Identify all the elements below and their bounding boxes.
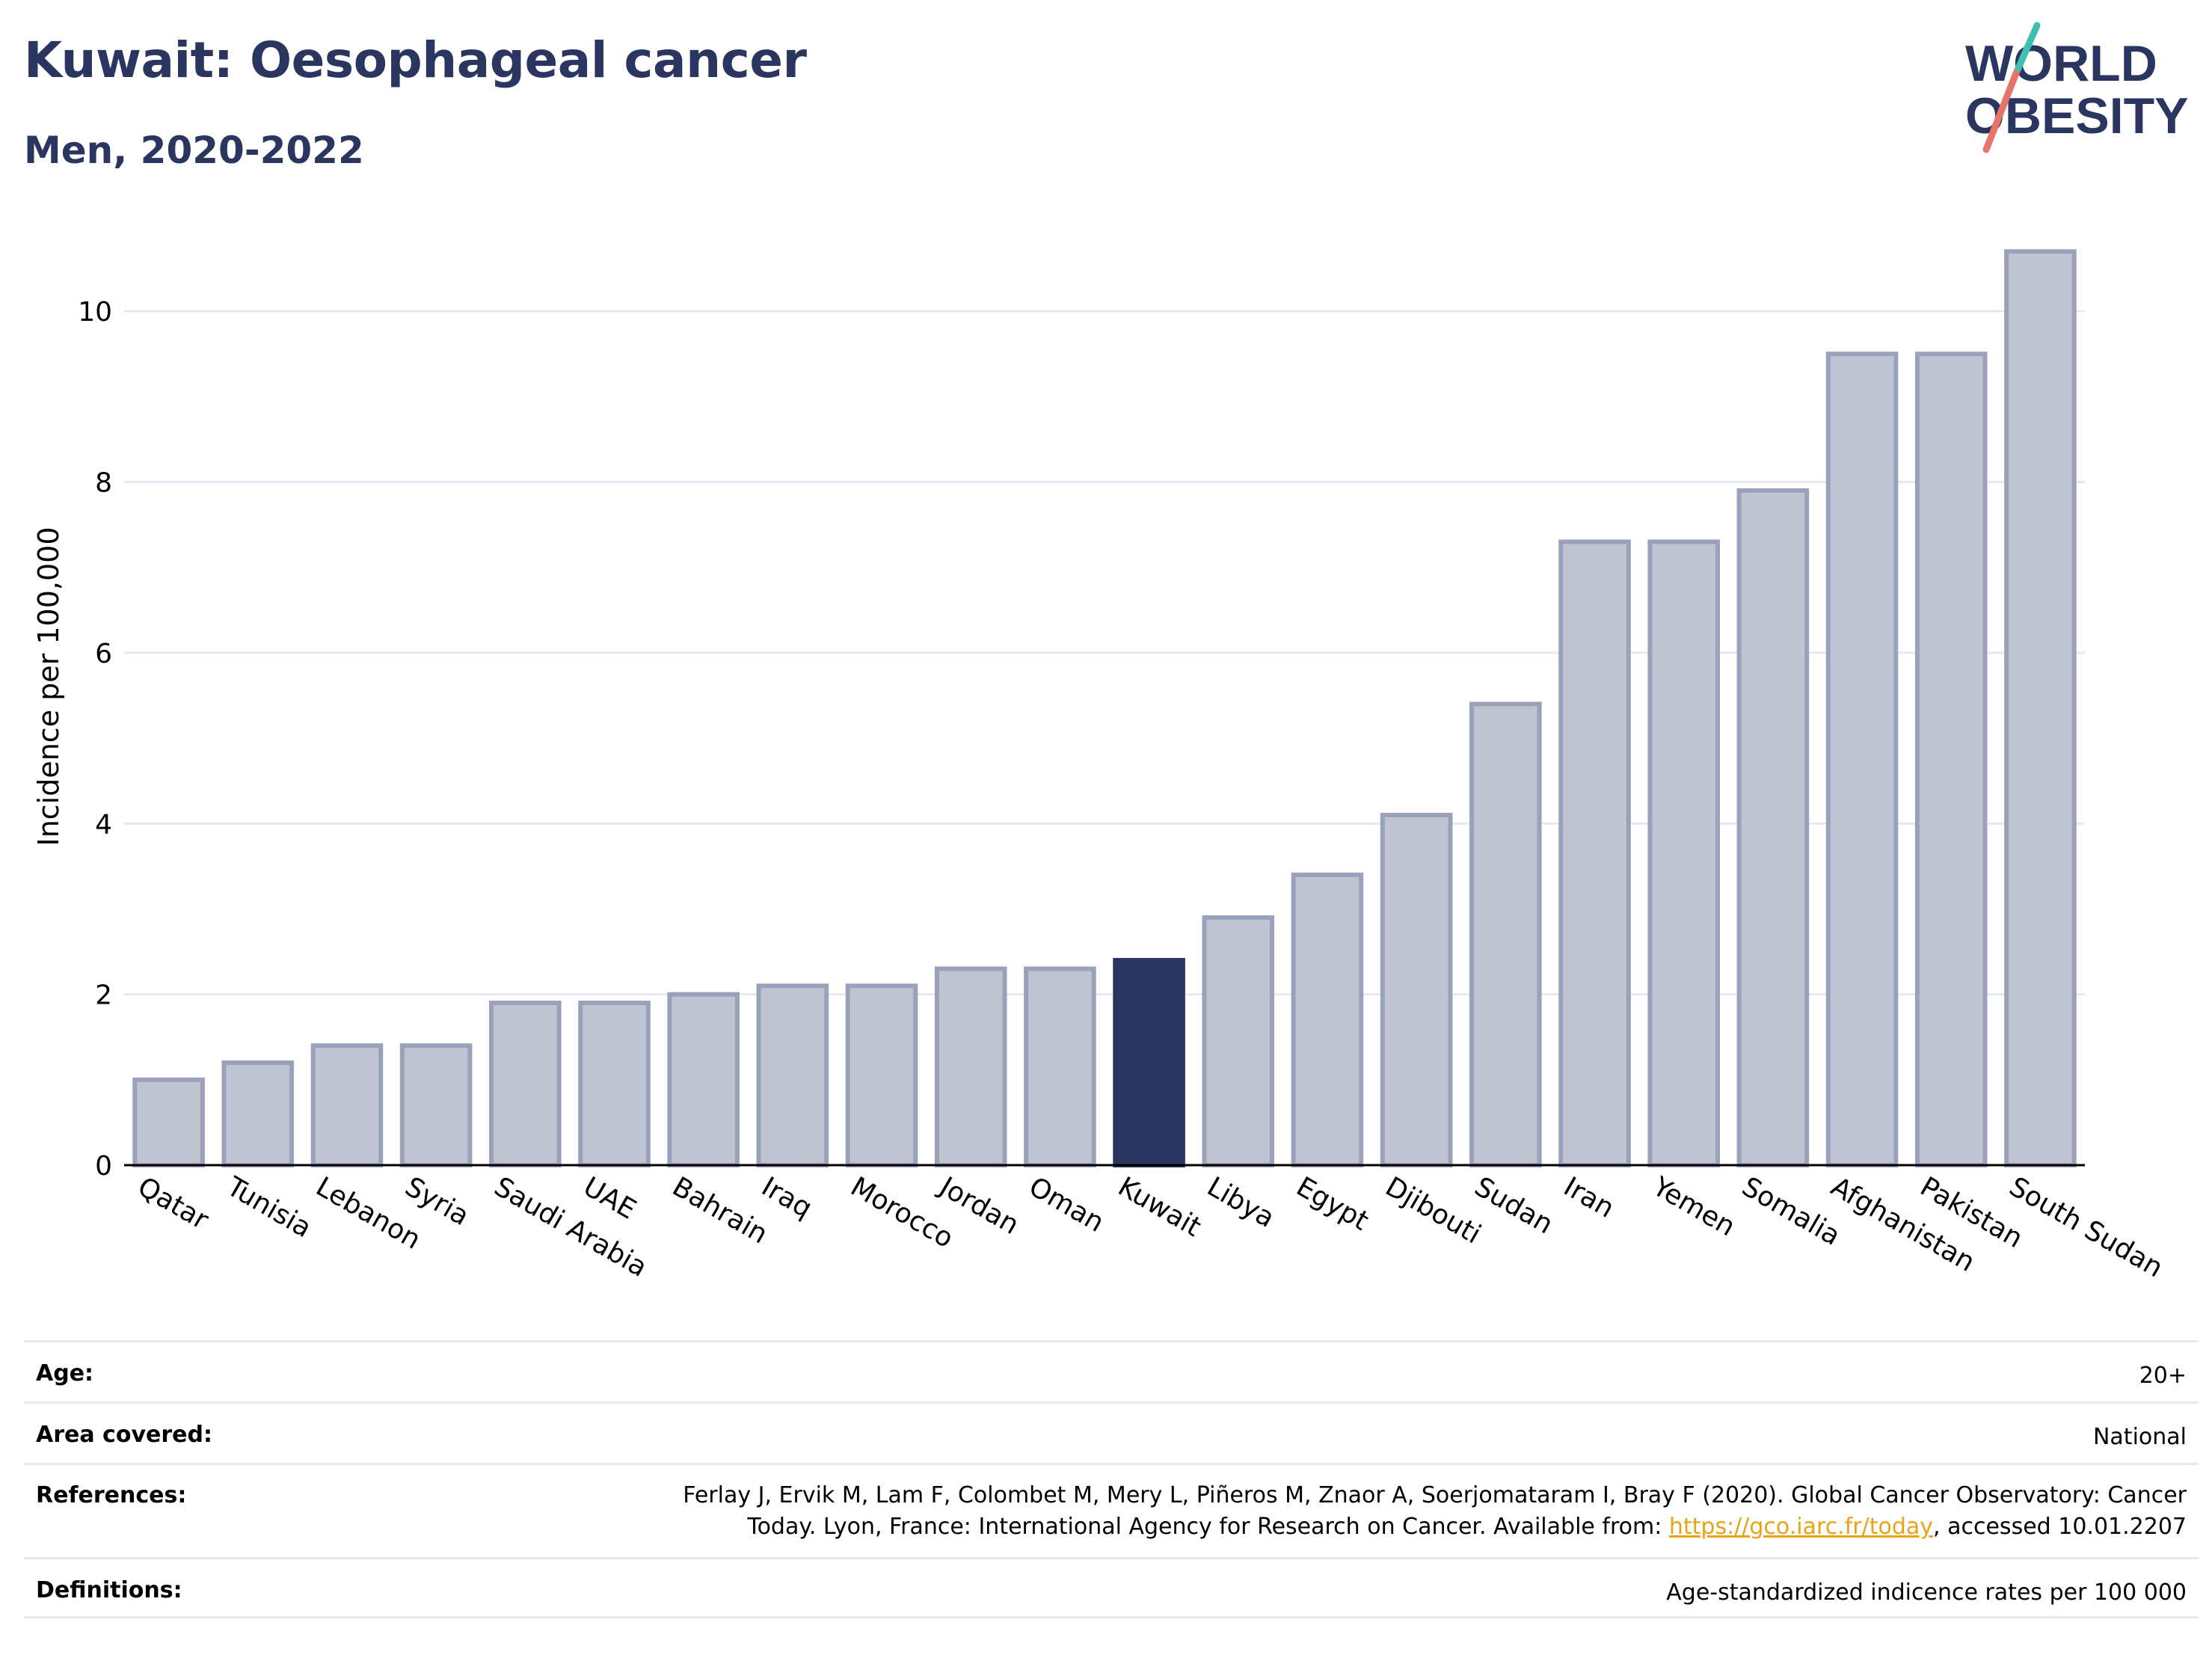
bar-libya: [1202, 915, 1275, 1167]
bar-sudan: [1469, 701, 1542, 1167]
references-text-line1: Ferlay J, Ervik M, Lam F, Colombet M, Me…: [683, 1482, 2187, 1508]
y-tick-label: 6: [95, 639, 112, 669]
bar-tunisia: [221, 1060, 295, 1167]
y-axis-label: Incidence per 100,000: [32, 526, 65, 846]
x-tick-label: Saudi Arabia: [489, 1171, 652, 1283]
bars: [132, 249, 2077, 1168]
x-tick-label: Libya: [1202, 1171, 1279, 1234]
x-tick-label: Yemen: [1647, 1171, 1740, 1243]
y-tick-label: 10: [78, 297, 112, 328]
bar-jordan: [934, 966, 1007, 1168]
bar-djibouti: [1380, 812, 1453, 1167]
bar-oman: [1024, 966, 1096, 1168]
y-tick-label: 8: [95, 468, 112, 499]
bar-pakistan: [1914, 351, 1988, 1168]
references-link[interactable]: https://gco.iarc.fr/today: [1668, 1514, 1934, 1540]
bar-uae: [578, 1001, 651, 1168]
world-obesity-logo: WORLD OBESITY: [1965, 22, 2189, 153]
references-label: References:: [36, 1482, 187, 1508]
info-row-area: Area covered: National: [24, 1401, 2199, 1463]
x-tick-label: Kuwait: [1113, 1171, 1206, 1243]
bar-yemen: [1647, 539, 1720, 1167]
x-tick-label: Djibouti: [1380, 1171, 1486, 1250]
x-tick-label: Qatar: [132, 1171, 213, 1235]
chart-subtitle: Men, 2020-2022: [24, 129, 364, 172]
x-tick-label: Somalia: [1736, 1171, 1845, 1252]
bar-afghanistan: [1825, 351, 1899, 1168]
y-tick-label: 0: [95, 1151, 112, 1182]
references-text-line2: Today. Lyon, France: International Agenc…: [747, 1514, 1669, 1540]
definitions-label: Definitions:: [36, 1577, 182, 1603]
bar-lebanon: [310, 1043, 384, 1168]
chart-title: Kuwait: Oesophageal cancer: [24, 31, 807, 89]
x-tick-label: Iraq: [756, 1171, 817, 1224]
bar-bahrain: [667, 992, 740, 1167]
bar-south-sudan: [2004, 249, 2077, 1168]
x-tick-label: Oman: [1024, 1171, 1109, 1238]
info-row-age: Age: 20+: [24, 1340, 2199, 1401]
x-tick-label: Morocco: [846, 1171, 959, 1254]
info-row-definitions: Definitions: Age-standardized indicence …: [24, 1557, 2199, 1618]
bar-somalia: [1736, 488, 1810, 1167]
x-tick-label: South Sudan: [2004, 1171, 2168, 1283]
bar-egypt: [1291, 872, 1364, 1168]
area-covered-label: Area covered:: [36, 1422, 212, 1448]
age-label: Age:: [36, 1360, 94, 1387]
x-tick-label: UAE: [578, 1171, 641, 1225]
info-table: Age: 20+ Area covered: National Referenc…: [24, 1340, 2199, 1618]
bar-iran: [1558, 539, 1631, 1167]
logo-slash-top: [2012, 22, 2041, 77]
bar-qatar: [132, 1077, 205, 1168]
area-covered-value: National: [2092, 1424, 2187, 1450]
bar-syria: [399, 1043, 473, 1168]
bar-morocco: [845, 983, 918, 1167]
references-text-line2-end: , accessed 10.01.2207: [1933, 1514, 2187, 1540]
logo-slash-bottom: [1982, 70, 2020, 153]
info-row-references: References: Ferlay J, Ervik M, Lam F, Co…: [24, 1463, 2199, 1557]
y-tick-label: 2: [95, 980, 112, 1011]
bar-iraq: [756, 983, 829, 1167]
bar-kuwait: [1113, 957, 1185, 1167]
y-tick-label: 4: [95, 809, 112, 840]
references-value: Ferlay J, Ervik M, Lam F, Colombet M, Me…: [683, 1480, 2187, 1543]
x-tick-label: Egypt: [1291, 1171, 1373, 1236]
x-tick-label: Bahrain: [667, 1171, 772, 1250]
x-tick-label: Sudan: [1469, 1171, 1558, 1240]
x-tick-label: Tunisia: [221, 1171, 316, 1244]
y-tick-labels: 0 2 4 6 8 10: [78, 297, 112, 1182]
bar-saudi-arabia: [489, 1001, 562, 1168]
age-value: 20+: [2139, 1363, 2187, 1389]
definitions-value: Age-standardized indicence rates per 100…: [1666, 1579, 2187, 1606]
x-tick-label: Iran: [1558, 1171, 1619, 1224]
logo-word-world: WORLD: [1965, 35, 2157, 92]
